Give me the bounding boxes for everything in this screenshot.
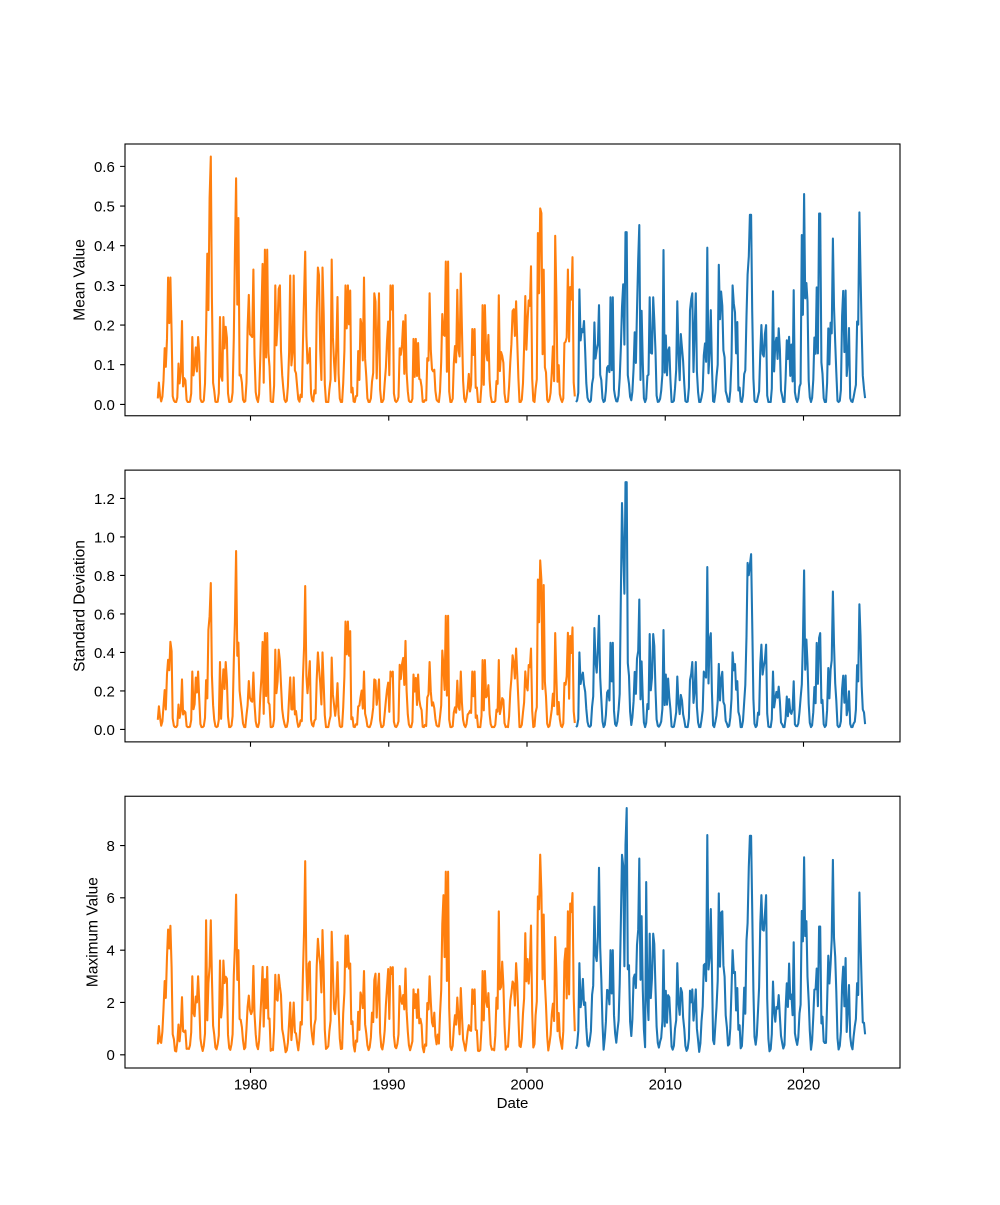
svg-text:0.8: 0.8 [94, 568, 115, 585]
svg-text:0.4: 0.4 [94, 645, 115, 662]
svg-text:2020: 2020 [787, 1077, 820, 1094]
svg-text:Mean Value: Mean Value [71, 239, 88, 321]
svg-text:Date: Date [497, 1095, 529, 1112]
svg-text:1.0: 1.0 [94, 529, 115, 546]
svg-text:0.6: 0.6 [94, 606, 115, 623]
svg-text:2000: 2000 [510, 1077, 543, 1094]
svg-text:0.3: 0.3 [94, 278, 115, 295]
svg-text:0.2: 0.2 [94, 318, 115, 335]
svg-text:0.0: 0.0 [94, 722, 115, 739]
svg-text:8: 8 [106, 838, 114, 855]
svg-text:0.4: 0.4 [94, 238, 115, 255]
svg-text:4: 4 [106, 943, 114, 960]
svg-text:0.1: 0.1 [94, 357, 115, 374]
svg-text:0.6: 0.6 [94, 159, 115, 176]
svg-text:Maximum Value: Maximum Value [84, 877, 101, 987]
svg-text:1980: 1980 [234, 1077, 267, 1094]
svg-text:1.2: 1.2 [94, 491, 115, 508]
svg-text:Standard Deviation: Standard Deviation [71, 540, 88, 672]
svg-text:0.5: 0.5 [94, 198, 115, 215]
svg-text:6: 6 [106, 890, 114, 907]
svg-text:2010: 2010 [649, 1077, 682, 1094]
svg-text:1990: 1990 [372, 1077, 405, 1094]
svg-text:2: 2 [106, 995, 114, 1012]
svg-text:0.2: 0.2 [94, 683, 115, 700]
svg-text:0: 0 [106, 1047, 114, 1064]
svg-text:0.0: 0.0 [94, 397, 115, 414]
